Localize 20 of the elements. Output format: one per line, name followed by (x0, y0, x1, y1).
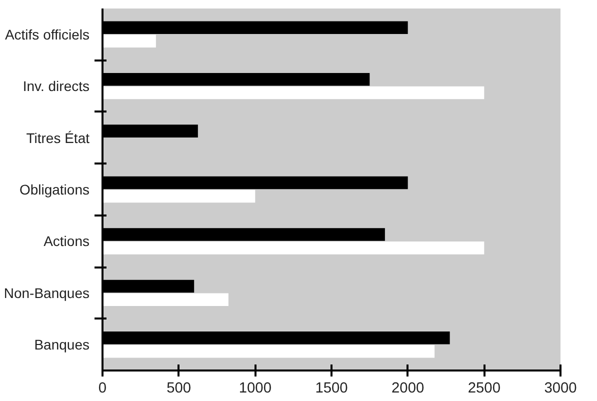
y-tick-label: Titres État (26, 130, 90, 146)
x-tick-label: 1000 (238, 380, 272, 396)
y-tick-label: Obligations (19, 182, 90, 198)
y-tick-label: Actifs officiels (4, 26, 90, 42)
x-tick-label: 0 (98, 380, 107, 396)
y-tick-label: Banques (34, 336, 90, 353)
x-tick-label: 2500 (468, 380, 500, 396)
bar (102, 86, 484, 100)
bar (102, 190, 256, 203)
y-tick-label: Non-Banques (4, 284, 90, 301)
y-tick-label: Actions (44, 233, 90, 250)
bar (102, 34, 156, 48)
x-tick-label: 1500 (315, 380, 348, 396)
x-tick-label: 500 (166, 380, 192, 396)
bar (102, 344, 435, 358)
bar (102, 242, 484, 254)
x-tick-label: 2000 (392, 380, 424, 396)
y-tick-label: Inv. directs (22, 78, 90, 94)
bar (102, 293, 228, 306)
x-tick-label: 3000 (544, 380, 577, 396)
